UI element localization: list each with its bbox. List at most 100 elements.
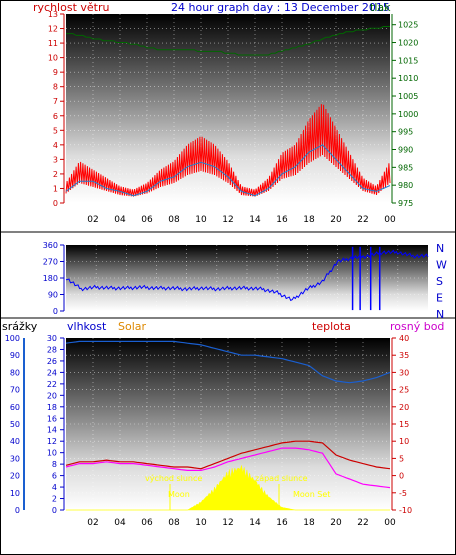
x-tick-label: 12 — [222, 215, 233, 225]
pressure-tick-label: 1010 — [398, 74, 418, 83]
x-tick-label: 02 — [87, 518, 98, 528]
rain-tick-label: 6 — [52, 472, 57, 481]
direction-tick-label: 90 — [48, 291, 58, 300]
rain-tick-label: 30 — [47, 334, 57, 343]
panel3-series — [65, 340, 391, 511]
temperature-tick-label: 0 — [399, 472, 404, 481]
x-tick-label: 22 — [357, 215, 368, 225]
sunset-label: západ slunce — [255, 474, 308, 483]
rain-tick-label: 18 — [47, 403, 57, 412]
solar-area — [66, 465, 390, 511]
wind-direction-line — [65, 249, 429, 302]
wind-tick-label: 5 — [53, 126, 58, 135]
rain-tick-label: 20 — [47, 391, 57, 400]
x-tick-label: 12 — [222, 518, 233, 528]
wind-average-line — [65, 144, 391, 197]
x-tick-label: 08 — [168, 518, 180, 528]
rain-tick-label: 24 — [47, 368, 57, 377]
temperature-tick-label: 25 — [399, 386, 409, 395]
x-tick-label: 20 — [330, 518, 342, 528]
x-tick-label: 16 — [276, 215, 288, 225]
compass-label: S — [436, 275, 443, 288]
humidity-line — [65, 340, 391, 384]
rain-tick-label: 14 — [47, 426, 57, 435]
wind-tick-label: 4 — [53, 141, 58, 150]
solar-label: Solar — [118, 320, 147, 333]
temperature-tick-label: 35 — [399, 351, 409, 360]
wind-tick-label: 13 — [48, 10, 58, 19]
rain-tick-label: 0 — [52, 506, 57, 515]
temperature-tick-label: 10 — [399, 437, 409, 446]
temperature-tick-label: 20 — [399, 403, 409, 412]
pressure-tick-label: 975 — [398, 199, 413, 208]
wind-tick-label: 6 — [53, 112, 58, 121]
wind-tick-label: 10 — [48, 54, 58, 63]
rain-tick-label: 8 — [52, 460, 57, 469]
pressure-tick-label: 1020 — [398, 39, 418, 48]
dew-point-label: rosný bod — [390, 320, 444, 333]
temperature-label: teplota — [312, 320, 351, 333]
pressure-axis: 1025 1020 1015 1010 1005 1000 995 990 985 980 975 — [391, 14, 418, 208]
wind-speed-line — [65, 104, 391, 197]
pressure-tick-label: 1005 — [398, 92, 418, 101]
x-tick-label: 00 — [384, 215, 396, 225]
temperature-tick-label: 40 — [399, 334, 409, 343]
temperature-line — [65, 440, 391, 470]
chart-title: 24 hour graph day : 13 December 2015 — [171, 1, 390, 14]
rain-tick-label: 10 — [47, 449, 57, 458]
humidity-tick-label: 80 — [10, 368, 20, 377]
rain-tick-label: 22 — [47, 380, 57, 389]
humidity-tick-label: 30 — [10, 454, 20, 463]
pressure-tick-label: 985 — [398, 163, 413, 172]
wind-tick-label: 11 — [48, 39, 58, 48]
rain-tick-label: 4 — [52, 483, 57, 492]
wind-tick-label: 2 — [53, 170, 58, 179]
x-tick-label: 20 — [330, 215, 342, 225]
temperature-axis: 40 35 30 25 20 15 10 5 0 -5 -10 — [391, 334, 412, 515]
temperature-tick-label: 30 — [399, 368, 409, 377]
pressure-title: tlak — [370, 1, 391, 14]
pressure-tick-label: 1025 — [398, 21, 418, 30]
panel1-x-axis: 02 04 06 08 10 12 14 16 18 20 22 00 — [87, 215, 396, 225]
temperature-tick-label: 5 — [399, 454, 404, 463]
humidity-tick-label: 50 — [10, 420, 20, 429]
panel2-series — [65, 246, 429, 311]
pressure-tick-label: 995 — [398, 128, 413, 137]
panel1-plot — [66, 14, 390, 203]
wind-tick-label: 3 — [53, 155, 58, 164]
x-tick-label: 00 — [384, 518, 396, 528]
pressure-line — [66, 26, 390, 56]
pressure-tick-label: 1015 — [398, 56, 418, 65]
x-tick-label: 08 — [168, 215, 180, 225]
x-tick-label: 22 — [357, 518, 368, 528]
dew-point-line — [65, 447, 391, 489]
rain-tick-label: 2 — [52, 495, 57, 504]
panel1-series — [65, 26, 391, 197]
rain-label: srážky — [2, 320, 38, 333]
x-tick-label: 06 — [141, 215, 153, 225]
rain-tick-label: 26 — [47, 357, 57, 366]
humidity-tick-label: 40 — [10, 437, 20, 446]
x-tick-label: 18 — [303, 518, 315, 528]
sunrise-label: východ slunce — [145, 474, 202, 483]
direction-tick-label: 180 — [43, 274, 58, 283]
panel3-x-axis: 02 04 06 08 10 12 14 16 18 20 22 00 — [87, 518, 396, 528]
wind-tick-label: 12 — [48, 25, 58, 34]
x-tick-label: 14 — [249, 215, 261, 225]
pressure-tick-label: 990 — [398, 146, 413, 155]
direction-tick-label: 0 — [53, 307, 58, 316]
panel3-grid — [66, 338, 390, 510]
x-tick-label: 04 — [114, 215, 126, 225]
x-tick-label: 10 — [195, 215, 207, 225]
moonrise-label: Moon — [168, 490, 190, 499]
humidity-label: vlhkost — [67, 320, 107, 333]
wind-tick-label: 8 — [53, 83, 58, 92]
x-tick-label: 04 — [114, 518, 126, 528]
x-tick-label: 16 — [276, 518, 288, 528]
direction-tick-label: 270 — [43, 258, 58, 267]
humidity-tick-label: 70 — [10, 386, 20, 395]
